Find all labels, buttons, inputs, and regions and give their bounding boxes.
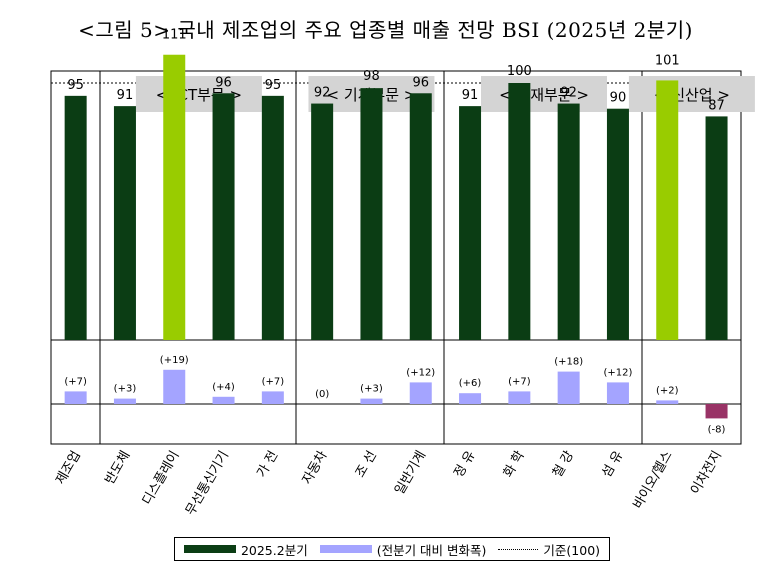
change-bar-4 (261, 391, 284, 404)
change-bar-3 (212, 396, 235, 404)
category-label-9: 화 학 (501, 448, 528, 480)
change-value-label-0: (+7) (64, 376, 87, 387)
category-label-8: 정 유 (451, 448, 478, 480)
bar-value-label-7: 96 (412, 75, 429, 90)
category-label-6: 조 선 (353, 449, 380, 481)
bar-value-label-0: 95 (67, 78, 84, 93)
change-value-label-7: (+12) (406, 367, 435, 378)
bar-value-label-4: 95 (265, 78, 282, 93)
bar-4 (261, 95, 284, 340)
legend-label-change: (전분기 대비 변화폭) (376, 542, 487, 558)
bar-0 (64, 95, 87, 340)
chart-title: <그림 5> 국내 제조업의 주요 업종별 매출 전망 BSI (2025년 2… (78, 18, 693, 42)
change-bar-11 (606, 382, 629, 404)
bar-13 (705, 116, 728, 340)
bar-value-label-9: 100 (507, 64, 532, 79)
change-value-label-13: (-8) (708, 424, 726, 435)
change-value-label-4: (+7) (262, 376, 285, 387)
legend-swatch-change (319, 545, 372, 553)
legend-swatch-bar (183, 545, 236, 553)
bar-value-label-11: 90 (610, 91, 627, 106)
change-bar-6 (360, 398, 383, 404)
change-bar-9 (508, 391, 531, 404)
change-bar-12 (656, 400, 679, 404)
bar-3 (212, 93, 235, 340)
group-header-box-3 (628, 76, 755, 112)
bar-12 (656, 80, 679, 341)
bar-value-label-6: 98 (363, 69, 380, 84)
category-label-10: 철 강 (550, 448, 577, 480)
legend-item-change: (전분기 대비 변화폭) (319, 540, 487, 559)
change-value-label-3: (+4) (212, 382, 235, 393)
category-label-11: 섬 유 (599, 448, 626, 480)
legend: 2025.2분기 (전분기 대비 변화폭) 기준(100) (174, 537, 610, 561)
legend-label-bar: 2025.2분기 (240, 542, 308, 558)
category-label-3: 무선통신기기 (183, 449, 232, 519)
change-value-label-6: (+3) (360, 384, 383, 395)
bar-10 (557, 103, 580, 340)
legend-swatch-reference (498, 548, 539, 550)
bar-2 (163, 54, 186, 340)
bar-7 (409, 93, 432, 340)
change-bar-13 (705, 404, 728, 419)
legend-item-bar: 2025.2분기 (183, 540, 308, 559)
change-value-label-9: (+7) (508, 376, 531, 387)
change-value-label-10: (+18) (554, 357, 583, 368)
bar-value-label-1: 91 (117, 88, 134, 103)
legend-item-reference: 기준(100) (498, 540, 600, 559)
bar-value-label-10: 92 (560, 86, 577, 101)
bar-value-label-3: 96 (215, 75, 232, 90)
bar-11 (606, 108, 629, 340)
change-value-label-8: (+6) (459, 378, 482, 389)
change-bar-1 (113, 398, 136, 404)
category-label-5: 자동차 (300, 448, 331, 487)
group-header-box-0 (135, 76, 262, 112)
change-value-label-5: (0) (315, 389, 329, 400)
legend-label-reference: 기준(100) (543, 542, 601, 558)
category-label-13: 이차전지 (688, 449, 725, 498)
change-value-label-1: (+3) (114, 384, 137, 395)
bar-6 (360, 88, 383, 340)
bar-value-label-2: 111 (162, 28, 187, 43)
group-header-box-2 (481, 76, 607, 112)
bar-9 (508, 83, 531, 340)
change-bar-8 (459, 393, 482, 404)
bar-value-label-13: 87 (708, 98, 725, 113)
category-label-2: 디스플레이 (140, 449, 183, 508)
category-label-4: 가 전 (254, 449, 281, 481)
change-bar-2 (163, 369, 186, 404)
bar-value-label-5: 92 (314, 86, 331, 101)
category-label-0: 제조업 (53, 449, 84, 488)
plot-frame (50, 70, 742, 445)
bar-1 (113, 106, 136, 340)
change-value-label-12: (+2) (656, 385, 679, 396)
bar-5 (311, 103, 334, 340)
bar-value-label-8: 91 (462, 88, 479, 103)
bar-8 (459, 106, 482, 340)
change-bar-10 (557, 371, 580, 404)
category-label-12: 바이오/헬스 (631, 448, 676, 511)
bar-value-label-12: 101 (655, 53, 680, 68)
change-bar-0 (64, 391, 87, 404)
category-label-1: 반도체 (102, 449, 133, 488)
change-value-label-2: (+19) (160, 355, 189, 366)
category-label-7: 일반기계 (392, 449, 429, 498)
change-bar-7 (409, 382, 432, 404)
change-value-label-11: (+12) (603, 367, 632, 378)
